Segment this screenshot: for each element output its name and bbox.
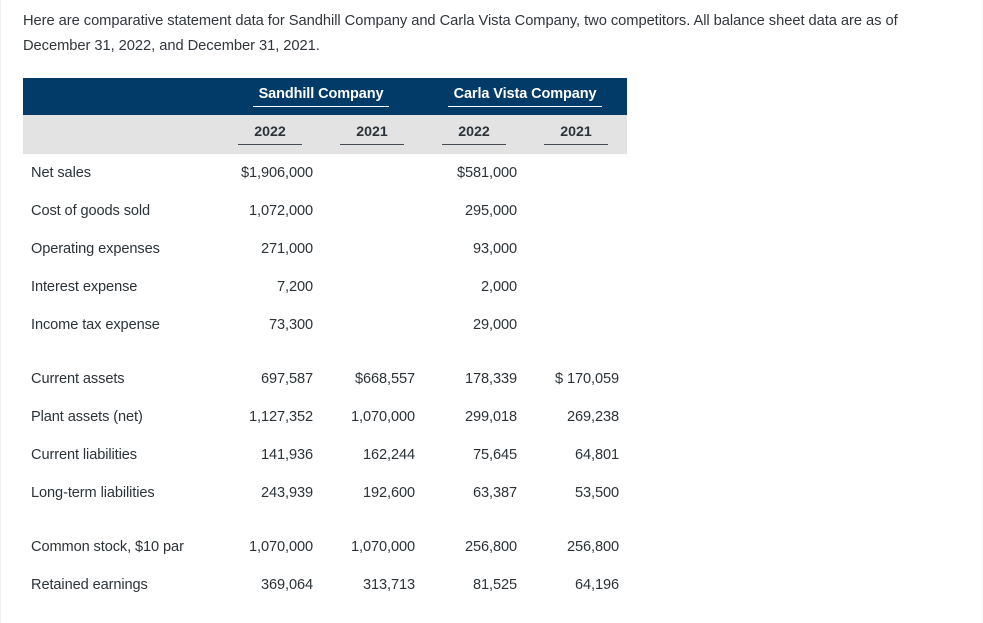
year-header-sandhill-2022: 2022: [219, 115, 321, 154]
row-value: 53,500: [525, 474, 628, 512]
row-label: Long-term liabilities: [23, 474, 219, 512]
year-header-sandhill-2021: 2021: [321, 115, 424, 154]
row-value: 7,200: [219, 268, 321, 306]
table-row: Current assets 697,587 $668,557 178,339 $ 17…: [23, 360, 628, 398]
year-header-carla-vista-2021: 2021: [525, 115, 628, 154]
table-spacer-cell: [23, 512, 628, 528]
row-value: 1,127,352: [219, 398, 321, 436]
row-value: [525, 230, 628, 268]
table-row: Retained earnings 369,064 313,713 81,525 64,…: [23, 566, 628, 604]
row-value: [525, 306, 628, 344]
comparative-statement-table-wrapper: Sandhill Company Carla Vista Company 202…: [23, 78, 628, 604]
row-value: [525, 192, 628, 230]
year-label: 2021: [340, 124, 404, 145]
company-name-sandhill: Sandhill Company: [252, 86, 390, 107]
row-value: 295,000: [423, 192, 526, 230]
row-value: [321, 306, 424, 344]
table-row: Long-term liabilities 243,939 192,600 63,38…: [23, 474, 628, 512]
row-value: 256,800: [423, 528, 526, 566]
row-value: 192,600: [321, 474, 424, 512]
row-value: [321, 268, 424, 306]
row-label: Current assets: [23, 360, 219, 398]
table-spacer-row: [23, 512, 628, 528]
row-label: Current liabilities: [23, 436, 219, 474]
row-value: 162,244: [321, 436, 424, 474]
row-label: Net sales: [23, 154, 219, 192]
table-row: Current liabilities 141,936 162,244 75,645 6…: [23, 436, 628, 474]
row-value: 93,000: [423, 230, 526, 268]
row-label: Operating expenses: [23, 230, 219, 268]
row-value: 63,387: [423, 474, 526, 512]
row-value: [525, 268, 628, 306]
row-label: Interest expense: [23, 268, 219, 306]
row-value: [321, 230, 424, 268]
row-value: 1,070,000: [321, 398, 424, 436]
table-row: Common stock, $10 par 1,070,000 1,070,000 2…: [23, 528, 628, 566]
year-row-label-spacer: [23, 115, 219, 154]
row-value: 269,238: [525, 398, 628, 436]
row-value: 73,300: [219, 306, 321, 344]
row-label: Cost of goods sold: [23, 192, 219, 230]
row-label: Income tax expense: [23, 306, 219, 344]
row-value: 1,072,000: [219, 192, 321, 230]
table-head: Sandhill Company Carla Vista Company 202…: [23, 78, 628, 154]
row-value: 243,939: [219, 474, 321, 512]
intro-paragraph: Here are comparative statement data for …: [23, 13, 898, 54]
company-name-carla-vista: Carla Vista Company: [447, 86, 603, 107]
year-label: 2021: [544, 124, 608, 145]
comparative-statement-table: Sandhill Company Carla Vista Company 202…: [23, 78, 628, 604]
row-value: 178,339: [423, 360, 526, 398]
table-row: Net sales $1,906,000 $581,000: [23, 154, 628, 192]
row-value: 1,070,000: [321, 528, 424, 566]
row-value: 313,713: [321, 566, 424, 604]
row-value: 256,800: [525, 528, 628, 566]
row-value: 29,000: [423, 306, 526, 344]
row-value: 299,018: [423, 398, 526, 436]
row-value: 271,000: [219, 230, 321, 268]
row-label: Common stock, $10 par: [23, 528, 219, 566]
row-value: 369,064: [219, 566, 321, 604]
label-column-header: [23, 78, 219, 115]
row-value: 64,196: [525, 566, 628, 604]
row-value: 141,936: [219, 436, 321, 474]
company-header-row: Sandhill Company Carla Vista Company: [23, 78, 628, 115]
row-label: Retained earnings: [23, 566, 219, 604]
table-row: Cost of goods sold 1,072,000 295,000: [23, 192, 628, 230]
row-value: $668,557: [321, 360, 424, 398]
year-label: 2022: [238, 124, 302, 145]
row-value: 2,000: [423, 268, 526, 306]
row-value: 697,587: [219, 360, 321, 398]
table-row: Plant assets (net) 1,127,352 1,070,000 299,…: [23, 398, 628, 436]
table-row: Income tax expense 73,300 29,000: [23, 306, 628, 344]
row-value: 75,645: [423, 436, 526, 474]
year-label: 2022: [442, 124, 506, 145]
row-value: 81,525: [423, 566, 526, 604]
table-row: Interest expense 7,200 2,000: [23, 268, 628, 306]
row-label: Plant assets (net): [23, 398, 219, 436]
year-header-row: 2022 2021 2022 2021: [23, 115, 628, 154]
company-header-sandhill: Sandhill Company: [219, 78, 424, 115]
row-value: [321, 192, 424, 230]
row-value: $ 170,059: [525, 360, 628, 398]
row-value: $581,000: [423, 154, 526, 192]
row-value: 64,801: [525, 436, 628, 474]
table-row: Operating expenses 271,000 93,000: [23, 230, 628, 268]
year-header-carla-vista-2022: 2022: [423, 115, 526, 154]
row-value: [321, 154, 424, 192]
row-value: $1,906,000: [219, 154, 321, 192]
company-header-carla-vista: Carla Vista Company: [423, 78, 628, 115]
row-value: 1,070,000: [219, 528, 321, 566]
table-spacer-row: [23, 344, 628, 360]
table-body: Net sales $1,906,000 $581,000 Cost of goods…: [23, 154, 628, 604]
row-value: [525, 154, 628, 192]
table-spacer-cell: [23, 344, 628, 360]
